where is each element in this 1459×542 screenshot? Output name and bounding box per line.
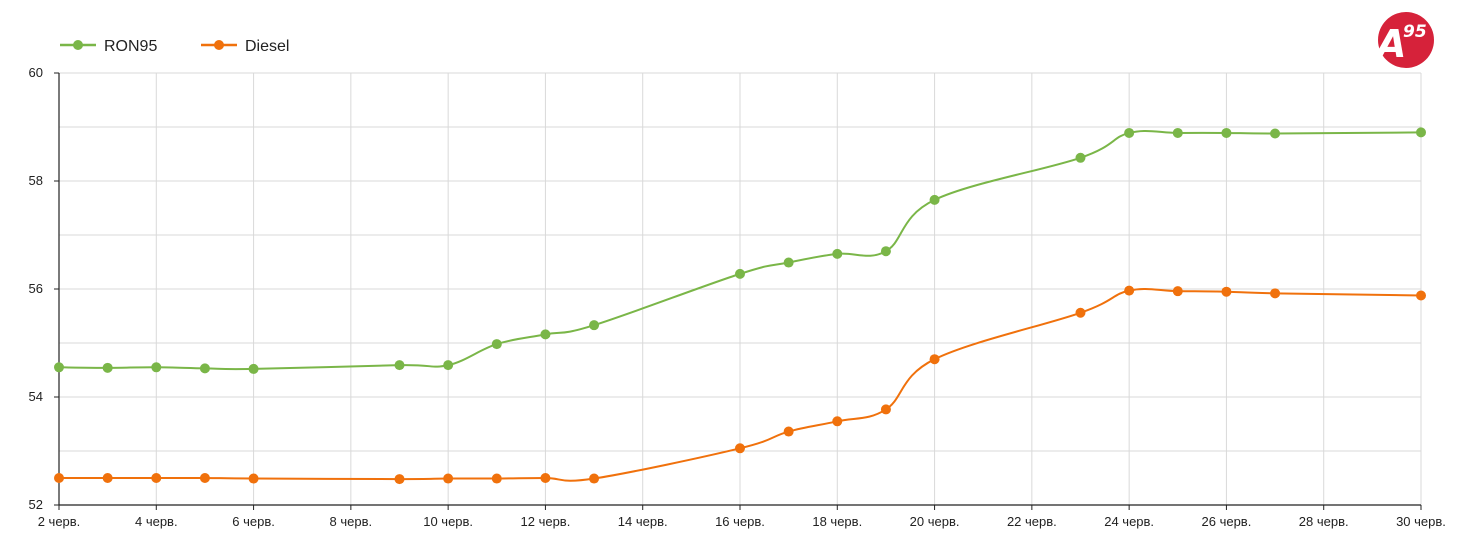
legend-item-diesel: Diesel bbox=[201, 38, 289, 55]
legend-marker-ron95 bbox=[73, 40, 83, 50]
chart-grid bbox=[59, 72, 1422, 505]
data-point-ron95 bbox=[443, 360, 454, 371]
logo-letter: A bbox=[1374, 22, 1406, 66]
data-point-diesel bbox=[1075, 307, 1086, 318]
data-point-diesel bbox=[248, 473, 259, 484]
x-tick-label: 14 черв. bbox=[618, 514, 668, 529]
data-point-ron95 bbox=[880, 246, 891, 257]
data-point-ron95 bbox=[1416, 127, 1426, 138]
y-tick-label: 60 bbox=[29, 65, 43, 80]
x-tick-label: 12 черв. bbox=[521, 514, 571, 529]
data-point-ron95 bbox=[783, 257, 794, 268]
y-tick-label: 58 bbox=[29, 173, 43, 188]
data-point-ron95 bbox=[540, 329, 551, 340]
data-point-diesel bbox=[199, 473, 210, 483]
chart-axes bbox=[54, 72, 1422, 510]
y-tick-label: 54 bbox=[29, 389, 43, 404]
data-point-diesel bbox=[491, 473, 502, 484]
y-axis-tick-labels: 52 54 56 58 60 bbox=[29, 65, 43, 512]
x-tick-label: 2 черв. bbox=[38, 514, 81, 529]
x-tick-label: 10 черв. bbox=[423, 514, 473, 529]
legend-item-ron95: RON95 bbox=[60, 38, 157, 55]
data-point-diesel bbox=[1124, 285, 1135, 296]
legend-marker-diesel bbox=[214, 40, 224, 50]
x-tick-label: 6 черв. bbox=[232, 514, 275, 529]
data-point-ron95 bbox=[151, 362, 162, 373]
data-point-diesel bbox=[102, 473, 113, 483]
x-tick-label: 16 черв. bbox=[715, 514, 765, 529]
data-point-ron95 bbox=[1270, 128, 1281, 139]
x-axis-tick-labels: 2 черв. 4 черв. 6 черв. 8 черв. 10 черв. 12 ч… bbox=[38, 514, 1446, 529]
y-tick-label: 56 bbox=[29, 281, 43, 296]
x-tick-label: 20 черв. bbox=[910, 514, 960, 529]
x-tick-label: 22 черв. bbox=[1007, 514, 1057, 529]
x-tick-label: 18 черв. bbox=[812, 514, 862, 529]
data-point-ron95 bbox=[1172, 127, 1183, 138]
data-point-ron95 bbox=[1124, 127, 1135, 138]
data-point-diesel bbox=[1221, 286, 1232, 297]
logo-number: 95 bbox=[1403, 22, 1427, 42]
chart-legend: RON95 Diesel bbox=[60, 38, 289, 55]
x-tick-label: 28 черв. bbox=[1299, 514, 1349, 529]
x-tick-label: 26 черв. bbox=[1202, 514, 1252, 529]
data-point-ron95 bbox=[54, 362, 64, 373]
data-point-diesel bbox=[1172, 286, 1183, 297]
data-point-diesel bbox=[832, 416, 843, 427]
data-point-diesel bbox=[540, 473, 551, 483]
data-point-diesel bbox=[783, 426, 794, 437]
a95-logo: A 95 bbox=[1374, 12, 1434, 68]
data-point-ron95 bbox=[1075, 152, 1086, 163]
data-point-ron95 bbox=[248, 363, 259, 374]
series-line-ron95 bbox=[58, 129, 1422, 371]
data-point-ron95 bbox=[832, 248, 843, 259]
legend-label-diesel: Diesel bbox=[245, 38, 289, 55]
series-diesel bbox=[54, 285, 1426, 485]
x-tick-label: 4 черв. bbox=[135, 514, 178, 529]
data-point-ron95 bbox=[589, 320, 600, 331]
data-point-ron95 bbox=[394, 360, 405, 371]
data-point-ron95 bbox=[929, 194, 940, 205]
data-point-ron95 bbox=[1221, 127, 1232, 138]
x-tick-label: 30 черв. bbox=[1396, 514, 1446, 529]
data-point-ron95 bbox=[735, 268, 745, 279]
y-tick-label: 52 bbox=[29, 497, 43, 512]
data-point-diesel bbox=[1416, 290, 1426, 301]
data-point-diesel bbox=[443, 473, 454, 484]
data-point-ron95 bbox=[199, 363, 210, 374]
series-ron95 bbox=[54, 127, 1426, 374]
chart-series bbox=[54, 127, 1426, 485]
data-point-ron95 bbox=[102, 362, 113, 373]
data-point-diesel bbox=[735, 443, 745, 454]
x-tick-label: 8 черв. bbox=[330, 514, 373, 529]
x-tick-label: 24 черв. bbox=[1104, 514, 1154, 529]
data-point-ron95 bbox=[491, 339, 502, 350]
data-point-diesel bbox=[151, 473, 162, 483]
data-point-diesel bbox=[589, 473, 600, 484]
data-point-diesel bbox=[1270, 288, 1281, 299]
data-point-diesel bbox=[929, 354, 940, 365]
data-point-diesel bbox=[880, 404, 891, 415]
legend-label-ron95: RON95 bbox=[104, 38, 157, 55]
logo-circle bbox=[1378, 12, 1434, 68]
data-point-diesel bbox=[394, 474, 405, 485]
data-point-diesel bbox=[54, 473, 64, 483]
